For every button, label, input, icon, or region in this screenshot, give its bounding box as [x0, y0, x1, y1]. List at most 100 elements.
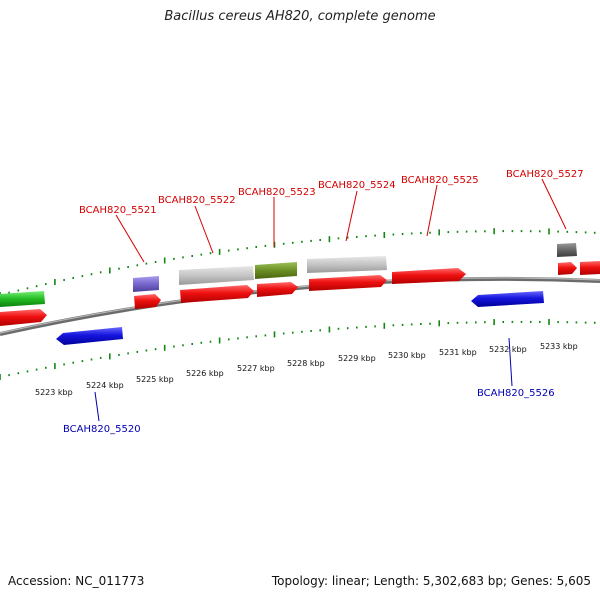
gene-blue-5520[interactable]	[56, 327, 123, 345]
gene-red-5527[interactable]	[558, 262, 577, 275]
minor-tick	[584, 321, 587, 324]
minor-tick	[246, 247, 248, 250]
major-tick	[163, 257, 166, 264]
major-tick	[438, 229, 440, 236]
minor-tick	[127, 266, 129, 268]
gene-labels: BCAH820_5521 BCAH820_5522 BCAH820_5523 B…	[63, 169, 584, 435]
gene-label-5523[interactable]: BCAH820_5523	[238, 187, 316, 198]
scale-label-5231: 5231 kbp	[439, 348, 477, 357]
gene-red-5522[interactable]	[180, 285, 254, 303]
minor-tick	[35, 285, 38, 288]
minor-tick	[346, 236, 349, 239]
minor-tick	[154, 261, 157, 263]
genome-summary-text: Topology: linear; Length: 5,302,683 bp; …	[271, 574, 591, 588]
minor-tick	[447, 322, 450, 325]
scale-label-5232: 5232 kbp	[489, 345, 527, 354]
minor-tick	[255, 246, 257, 248]
gene-label-5520[interactable]: BCAH820_5520	[63, 424, 141, 435]
gene-green-left[interactable]	[0, 291, 45, 307]
gene-red-5523[interactable]	[257, 282, 298, 297]
minor-tick	[72, 277, 74, 279]
minor-tick	[465, 321, 468, 324]
minor-tick	[584, 231, 587, 234]
gene-darkgrey-5527[interactable]	[557, 243, 577, 257]
minor-tick	[557, 230, 559, 233]
leader-5526	[508, 337, 513, 387]
minor-tick	[557, 321, 559, 324]
minor-tick	[310, 330, 312, 332]
minor-tick	[410, 232, 413, 235]
minor-tick	[255, 335, 257, 338]
minor-tick	[292, 241, 294, 244]
leader-5527	[541, 178, 567, 230]
minor-tick	[191, 343, 193, 345]
minor-tick	[118, 353, 120, 356]
minor-tick	[593, 321, 596, 324]
minor-tick	[365, 235, 367, 238]
gene-label-5526[interactable]: BCAH820_5526	[477, 388, 555, 399]
gene-grey-5522[interactable]	[179, 266, 254, 285]
minor-tick	[310, 239, 312, 242]
minor-tick	[63, 363, 65, 366]
minor-tick	[520, 230, 523, 233]
minor-tick	[502, 321, 504, 323]
minor-tick	[401, 233, 404, 235]
gene-label-5524[interactable]: BCAH820_5524	[318, 180, 396, 191]
gene-blue-5526[interactable]	[471, 291, 544, 307]
gene-label-5522[interactable]: BCAH820_5522	[158, 195, 236, 206]
minor-tick	[292, 331, 294, 334]
major-tick	[383, 232, 386, 238]
minor-tick	[356, 326, 358, 329]
leader-5525	[426, 184, 438, 237]
minor-tick	[410, 323, 413, 326]
leader-lines	[94, 178, 567, 422]
gene-label-5525[interactable]: BCAH820_5525	[401, 175, 479, 186]
minor-tick	[346, 327, 349, 330]
gene-label-5521[interactable]: BCAH820_5521	[79, 205, 157, 216]
major-tick	[54, 363, 56, 370]
gene-olive-5523[interactable]	[255, 262, 297, 279]
minor-tick	[209, 340, 212, 343]
genome-backbone	[0, 276, 600, 336]
major-tick	[218, 248, 221, 255]
minor-tick	[90, 273, 93, 276]
scale-label-5224: 5224 kbp	[86, 381, 124, 390]
minor-tick	[566, 230, 569, 233]
scale-labels: 5223 kbp 5224 kbp 5225 kbp 5226 kbp 5227…	[35, 342, 578, 397]
leader-5521	[115, 214, 145, 263]
major-tick	[218, 337, 221, 344]
minor-tick	[420, 323, 422, 325]
gene-grey-5524[interactable]	[307, 256, 387, 273]
minor-tick	[136, 350, 139, 353]
minor-tick	[392, 324, 395, 327]
major-tick	[163, 344, 166, 351]
minor-tick	[173, 345, 175, 348]
scale-label-5233: 5233 kbp	[540, 342, 578, 351]
minor-tick	[237, 248, 239, 251]
minor-tick	[502, 230, 504, 233]
gene-red-left[interactable]	[0, 309, 47, 326]
accession-text: Accession: NC_011773	[8, 574, 145, 588]
gene-red-5524[interactable]	[309, 275, 387, 291]
leader-5520	[94, 391, 100, 422]
scale-label-5229: 5229 kbp	[338, 354, 376, 363]
gene-red-5521[interactable]	[134, 294, 161, 309]
gene-red-5525[interactable]	[392, 268, 466, 284]
minor-tick	[264, 334, 267, 337]
scale-label-5228: 5228 kbp	[287, 359, 325, 368]
minor-tick	[35, 368, 38, 371]
minor-tick	[429, 322, 431, 325]
bottom-tick-row	[0, 319, 596, 380]
minor-tick	[484, 321, 486, 324]
minor-tick	[173, 257, 175, 260]
scale-label-5225: 5225 kbp	[136, 375, 174, 384]
gene-label-5527[interactable]: BCAH820_5527	[506, 169, 584, 180]
minor-tick	[127, 352, 129, 355]
gene-red-right-edge[interactable]	[580, 261, 600, 275]
minor-tick	[520, 320, 523, 323]
minor-tick	[145, 349, 148, 352]
minor-tick	[200, 341, 203, 344]
gene-violet-5521[interactable]	[133, 276, 159, 292]
minor-tick	[99, 271, 102, 274]
